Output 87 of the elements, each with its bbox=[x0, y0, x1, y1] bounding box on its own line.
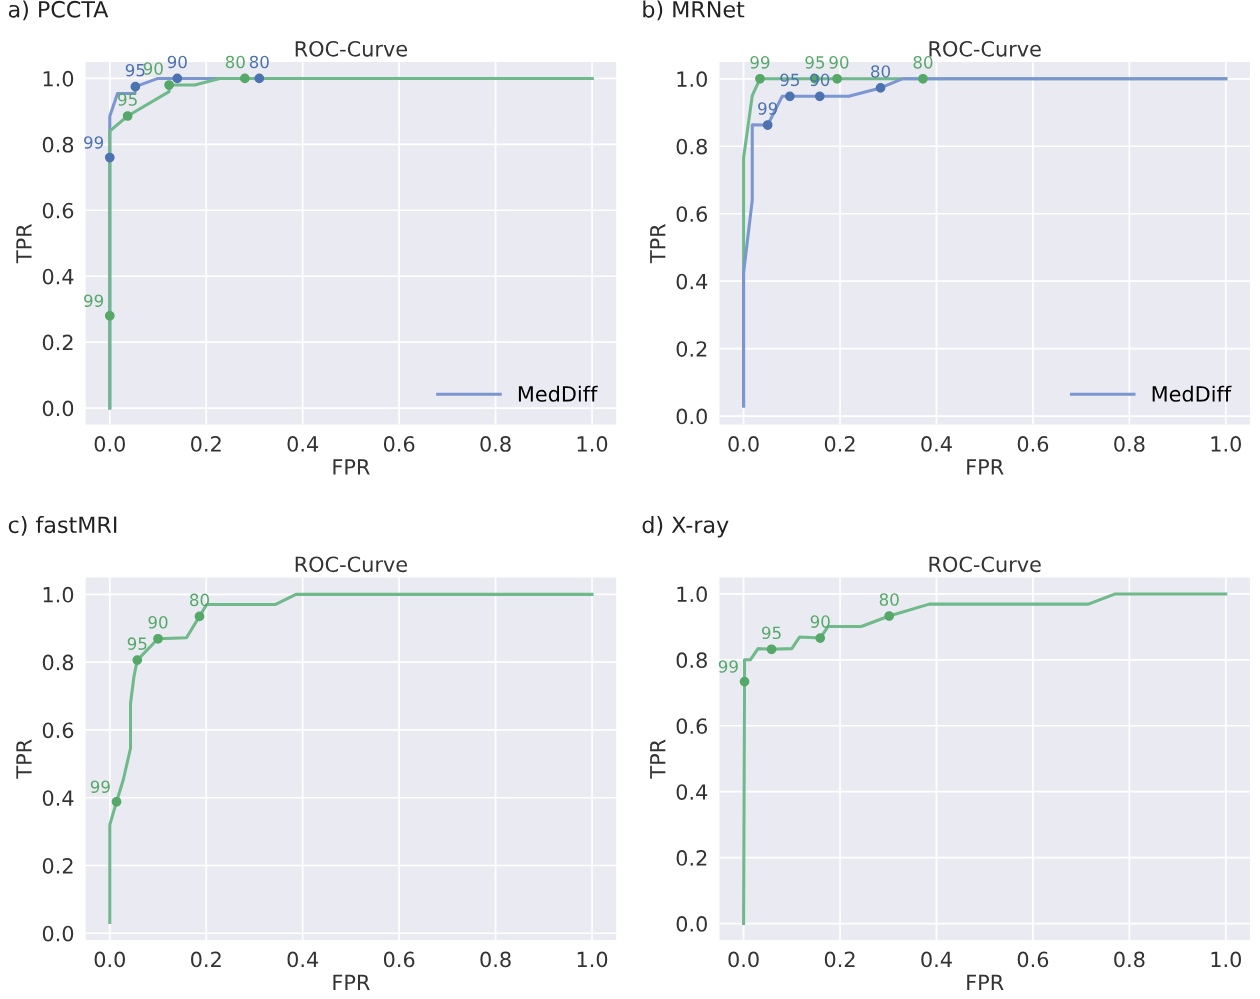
chart-title: d) X-ray bbox=[642, 515, 729, 538]
x-tick-label: 0.4 bbox=[921, 951, 952, 968]
x-axis-title: FPR bbox=[967, 974, 1004, 990]
y-tick-label: 0.6 bbox=[676, 718, 708, 734]
annotation: 80 bbox=[871, 65, 891, 78]
y-tick-label: 0.4 bbox=[42, 790, 74, 806]
x-tick-label: 1.0 bbox=[1211, 436, 1241, 452]
annotation: 90 bbox=[143, 62, 163, 75]
x-tick-label: 0.0 bbox=[728, 951, 759, 968]
y-axis-title: TPR bbox=[650, 223, 666, 264]
y-tick-label: 1.0 bbox=[43, 70, 74, 87]
x-tick-label: 0.2 bbox=[824, 951, 855, 968]
x-tick-label: 0.6 bbox=[383, 951, 415, 968]
x-tick-label: 0.8 bbox=[1114, 951, 1145, 968]
legend-label: MedDiff bbox=[518, 385, 598, 402]
chart-title: b) MRNet bbox=[643, 0, 745, 21]
annotation: 95 bbox=[118, 93, 137, 106]
x-tick-label: 0.6 bbox=[1017, 436, 1049, 452]
y-axis-title: TPR bbox=[16, 739, 32, 779]
y-tick-label: 0.8 bbox=[676, 138, 707, 155]
y-tick-label: 0.2 bbox=[676, 341, 707, 357]
annotation: 80 bbox=[913, 56, 933, 69]
y-axis-title: TPR bbox=[16, 223, 32, 264]
annotation: 80 bbox=[879, 593, 899, 606]
chart-title: a) PCCTA bbox=[8, 0, 109, 21]
annotation: 99 bbox=[90, 780, 110, 793]
x-tick-label: 0.4 bbox=[921, 436, 952, 452]
x-tick-label: 1.0 bbox=[577, 951, 608, 968]
chart-subtitle: ROC-Curve bbox=[295, 40, 407, 57]
annotation: 95 bbox=[125, 63, 145, 77]
annotation: 99 bbox=[718, 660, 738, 673]
x-tick-label: 0.4 bbox=[287, 951, 319, 968]
annotation: 80 bbox=[249, 55, 269, 69]
x-tick-label: 0.2 bbox=[191, 436, 221, 452]
x-tick-label: 0.4 bbox=[287, 436, 319, 452]
chart-title: c) fastMRI bbox=[8, 515, 117, 536]
y-tick-label: 0.0 bbox=[676, 408, 707, 425]
annotation: 99 bbox=[750, 56, 770, 69]
annotation: 90 bbox=[148, 615, 168, 629]
annotation: 95 bbox=[127, 637, 147, 650]
x-axis-title: FPR bbox=[333, 459, 370, 475]
annotation: 99 bbox=[84, 136, 104, 149]
chart-subtitle: ROC-Curve bbox=[929, 556, 1041, 573]
y-tick-label: 1.0 bbox=[43, 586, 74, 603]
chart-subtitle: ROC-Curve bbox=[295, 556, 407, 573]
x-tick-label: 0.8 bbox=[1114, 436, 1145, 452]
x-tick-label: 0.8 bbox=[480, 951, 511, 968]
x-tick-label: 0.6 bbox=[1017, 951, 1049, 968]
y-tick-label: 0.0 bbox=[42, 400, 74, 417]
x-tick-label: 0.2 bbox=[191, 951, 221, 968]
x-tick-label: 0.0 bbox=[728, 436, 759, 452]
y-tick-label: 0.0 bbox=[42, 925, 74, 942]
y-tick-label: 0.8 bbox=[676, 652, 707, 669]
legend-label: MedDiff bbox=[1152, 385, 1232, 402]
x-axis-title: FPR bbox=[333, 974, 370, 990]
x-tick-label: 0.8 bbox=[480, 436, 511, 452]
y-tick-label: 0.4 bbox=[42, 268, 74, 285]
annotation: 80 bbox=[190, 593, 209, 607]
x-tick-label: 1.0 bbox=[1211, 951, 1241, 968]
annotation: 95 bbox=[805, 56, 825, 69]
annotation: 80 bbox=[225, 55, 245, 69]
y-tick-label: 0.6 bbox=[676, 206, 708, 222]
x-tick-label: 0.2 bbox=[824, 436, 855, 452]
y-tick-label: 0.0 bbox=[676, 916, 707, 932]
y-tick-label: 0.6 bbox=[42, 722, 74, 739]
x-tick-label: 0.0 bbox=[94, 436, 125, 452]
annotation: 90 bbox=[167, 55, 187, 69]
annotation: 99 bbox=[84, 294, 104, 307]
y-tick-label: 0.4 bbox=[676, 273, 708, 290]
y-tick-label: 1.0 bbox=[677, 586, 707, 603]
y-tick-label: 0.8 bbox=[42, 136, 74, 153]
y-axis-title: TPR bbox=[650, 739, 666, 779]
x-tick-label: 1.0 bbox=[577, 436, 608, 452]
y-tick-label: 0.2 bbox=[42, 857, 73, 874]
annotation: 90 bbox=[810, 615, 830, 628]
annotation: 95 bbox=[761, 626, 781, 640]
y-tick-label: 1.0 bbox=[677, 71, 707, 88]
y-tick-label: 0.2 bbox=[676, 850, 707, 866]
x-axis-title: FPR bbox=[967, 459, 1004, 475]
annotation: 90 bbox=[829, 56, 849, 69]
y-tick-label: 0.6 bbox=[42, 202, 74, 219]
y-tick-label: 0.2 bbox=[42, 334, 73, 351]
y-tick-label: 0.8 bbox=[42, 654, 74, 671]
chart-subtitle: ROC-Curve bbox=[929, 40, 1041, 57]
x-tick-label: 0.6 bbox=[383, 436, 415, 452]
y-tick-label: 0.4 bbox=[676, 784, 708, 800]
x-tick-label: 0.0 bbox=[94, 951, 125, 968]
